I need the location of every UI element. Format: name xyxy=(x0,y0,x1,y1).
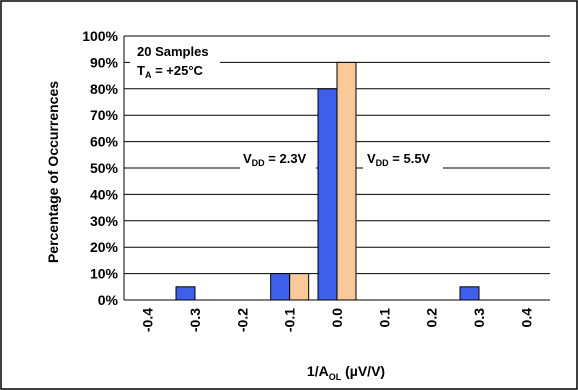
x-tick-label: 0.3 xyxy=(471,308,487,328)
bar-series1-0.3 xyxy=(459,286,480,301)
y-tick-label: 50% xyxy=(90,160,119,176)
x-tick-labels: -0.4 -0.3 -0.2 -0.1 0.0 0.1 0.2 0.3 0.4 xyxy=(140,308,535,332)
y-tick-label: 80% xyxy=(90,81,119,97)
y-tick-label: 60% xyxy=(90,134,119,150)
series-label-vdd-high: VDD = 5.5V xyxy=(363,146,443,170)
bar-series2--0.1 xyxy=(289,273,310,301)
bar-series1--0.1 xyxy=(270,273,291,301)
bars xyxy=(175,61,480,301)
legend-box: 20 Samples TA = +25°C xyxy=(130,41,220,81)
temperature-annotation: TA = +25°C xyxy=(137,63,204,80)
y-tick-label: 10% xyxy=(90,266,119,282)
x-axis-title: 1/AOL (µV/V) xyxy=(307,363,385,382)
y-tick-label: 40% xyxy=(90,186,119,202)
samples-annotation: 20 Samples xyxy=(137,44,209,59)
x-tick-label: -0.4 xyxy=(140,308,156,332)
x-tick-label: -0.3 xyxy=(187,308,203,332)
x-tick-label: 0.4 xyxy=(518,308,534,328)
y-tick-label: 20% xyxy=(90,239,119,255)
svg-text:VDD = 5.5V: VDD = 5.5V xyxy=(367,151,431,168)
y-tick-labels: 0% 10% 20% 30% 40% 50% 60% 70% 80% 90% 100% xyxy=(82,28,118,308)
x-tick-label: 0.2 xyxy=(424,308,440,328)
y-tick-label: 70% xyxy=(90,107,119,123)
y-tick-label: 100% xyxy=(82,28,118,44)
series-label-vdd-low: VDD = 2.3V xyxy=(240,146,316,170)
bar-series1--0.3 xyxy=(175,286,196,301)
y-axis-title: Percentage of Occurrences xyxy=(45,81,61,263)
y-tick-label: 90% xyxy=(90,54,119,70)
x-tick-label: -0.1 xyxy=(282,308,298,332)
x-tick-label: -0.2 xyxy=(234,308,250,332)
x-tick-label: 0.1 xyxy=(376,308,392,328)
bar-series1-0.0 xyxy=(317,88,338,301)
y-tick-label: 0% xyxy=(98,292,119,308)
bar-series2-0.0 xyxy=(336,61,357,301)
svg-text:VDD = 2.3V: VDD = 2.3V xyxy=(243,151,307,168)
x-tick-label: 0.0 xyxy=(329,308,345,328)
y-tick-label: 30% xyxy=(90,213,119,229)
